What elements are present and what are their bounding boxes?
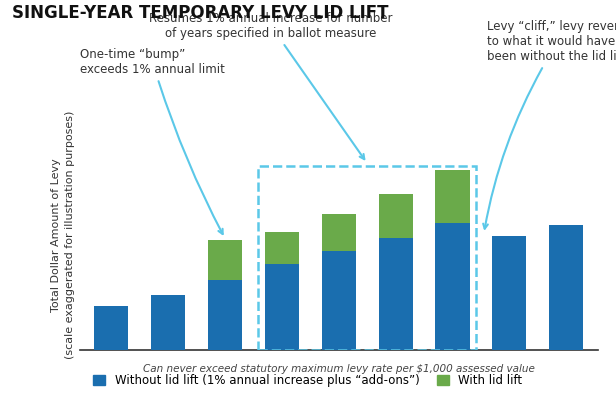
Text: Can never exceed statutory maximum levy rate per $1,000 assessed value: Can never exceed statutory maximum levy … bbox=[143, 364, 535, 374]
Bar bbox=[151, 295, 185, 350]
Bar bbox=[208, 280, 242, 350]
Bar bbox=[322, 251, 356, 350]
Bar bbox=[208, 240, 242, 280]
Bar bbox=[379, 238, 413, 350]
Bar bbox=[436, 223, 469, 350]
Text: SINGLE-YEAR TEMPORARY LEVY LID LIFT: SINGLE-YEAR TEMPORARY LEVY LID LIFT bbox=[12, 4, 389, 22]
Bar bbox=[492, 236, 527, 350]
Legend: Without lid lift (1% annual increase plus “add-ons”), With lid lift: Without lid lift (1% annual increase plu… bbox=[89, 370, 527, 392]
Bar bbox=[258, 166, 476, 350]
Text: Levy “cliff,” levy reverts
to what it would have
been without the lid lift: Levy “cliff,” levy reverts to what it wo… bbox=[483, 20, 616, 229]
Y-axis label: Total Dollar Amount of Levy
(scale exaggerated for illustration purposes): Total Dollar Amount of Levy (scale exagg… bbox=[51, 111, 75, 359]
Text: Resumes 1% annual increase for number
of years specified in ballot measure: Resumes 1% annual increase for number of… bbox=[149, 12, 393, 159]
Bar bbox=[94, 306, 128, 350]
Bar bbox=[549, 225, 583, 350]
Bar bbox=[265, 265, 299, 350]
Bar bbox=[436, 170, 469, 223]
Bar bbox=[322, 214, 356, 251]
Text: One-time “bump”
exceeds 1% annual limit: One-time “bump” exceeds 1% annual limit bbox=[80, 48, 225, 234]
Bar bbox=[265, 232, 299, 265]
Bar bbox=[379, 194, 413, 238]
